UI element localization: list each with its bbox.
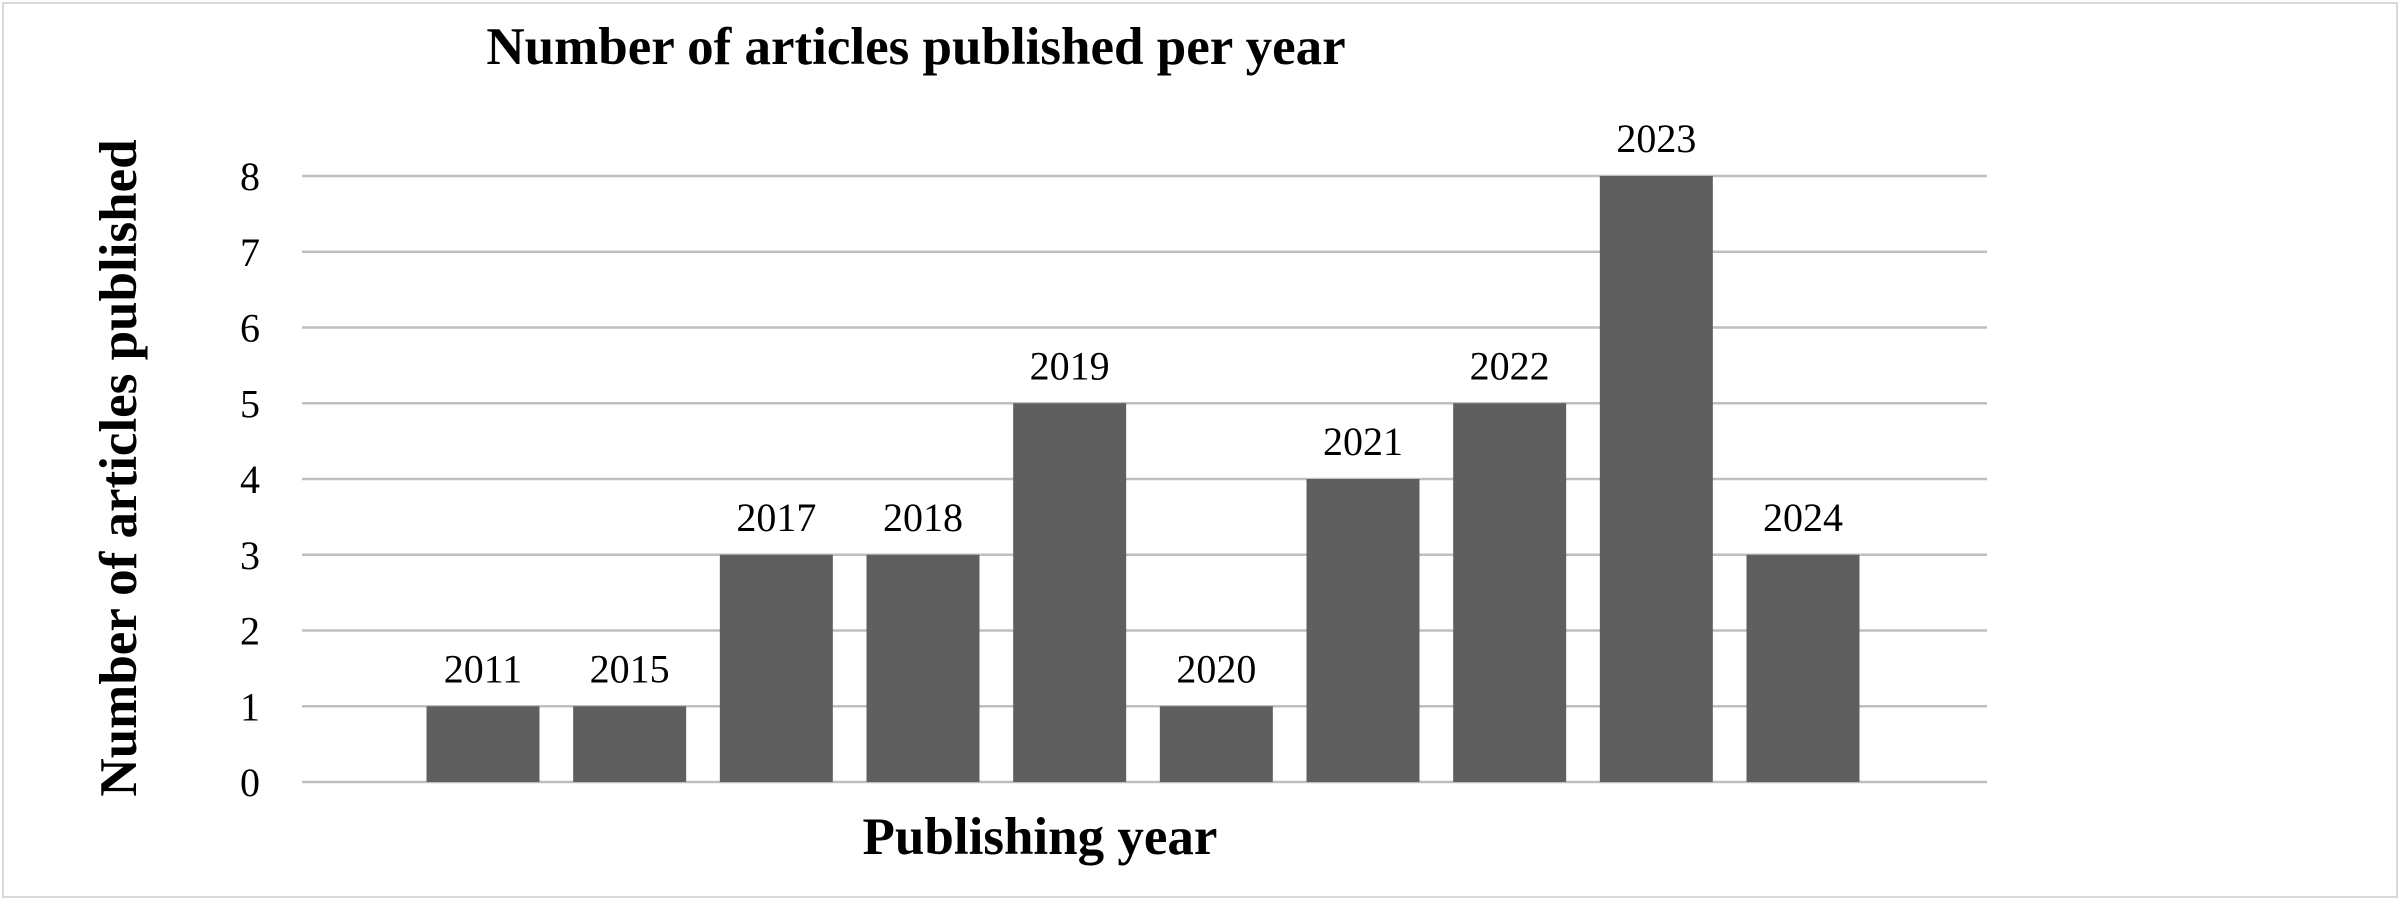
bar-2020 — [1159, 706, 1273, 782]
bar-2019 — [1013, 403, 1127, 782]
bar-2015 — [573, 706, 687, 782]
y-tick-label: 4 — [240, 457, 260, 502]
data-labels: 2011 2015 2017 2018 2019 2020 2021 2022 2023 2024 — [444, 116, 1843, 691]
x-axis-label: Publishing year — [863, 808, 1218, 866]
data-label-2022: 2022 — [1470, 343, 1550, 388]
data-label-2018: 2018 — [883, 495, 963, 540]
gridlines — [302, 174, 1987, 784]
y-tick-label: 1 — [240, 684, 260, 729]
y-tick-label: 7 — [240, 230, 260, 275]
data-label-2019: 2019 — [1030, 343, 1110, 388]
data-label-2020: 2020 — [1176, 646, 1256, 691]
data-label-2023: 2023 — [1616, 116, 1696, 161]
y-tick-label: 3 — [240, 533, 260, 578]
y-tick-label: 2 — [240, 609, 260, 654]
data-label-2021: 2021 — [1323, 419, 1403, 464]
y-tick-label: 6 — [240, 306, 260, 351]
y-axis-ticks: 0 1 2 3 4 5 6 7 8 — [240, 154, 260, 805]
y-axis-label: Number of articles published — [90, 139, 148, 796]
bars — [426, 176, 1860, 782]
bar-2024 — [1746, 554, 1860, 782]
data-label-2024: 2024 — [1763, 495, 1843, 540]
bar-2022 — [1453, 403, 1567, 782]
data-label-2017: 2017 — [736, 495, 816, 540]
y-tick-label: 5 — [240, 381, 260, 426]
data-label-2011: 2011 — [444, 646, 523, 691]
bar-2021 — [1306, 479, 1420, 782]
bar-2023 — [1599, 176, 1713, 782]
bar-2017 — [719, 554, 833, 782]
data-label-2015: 2015 — [590, 646, 670, 691]
y-tick-label: 8 — [240, 154, 260, 199]
bar-2018 — [866, 554, 980, 782]
bar-2011 — [426, 706, 540, 782]
chart-title: Number of articles published per year — [486, 18, 1345, 76]
y-tick-label: 0 — [240, 760, 260, 805]
